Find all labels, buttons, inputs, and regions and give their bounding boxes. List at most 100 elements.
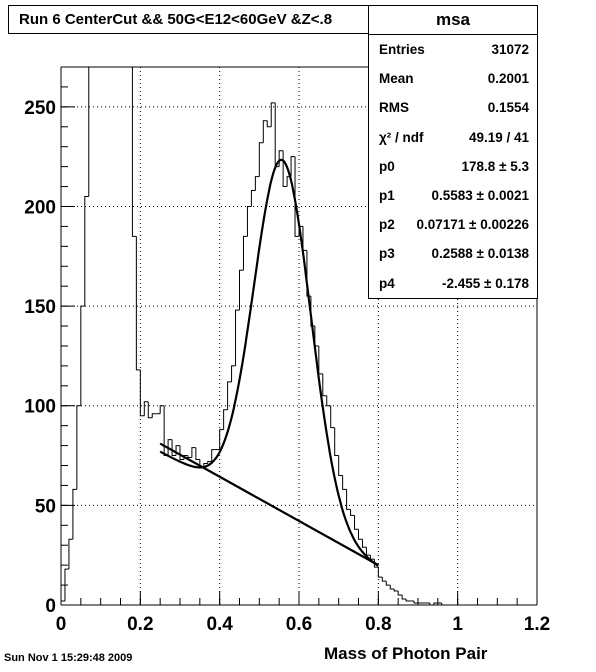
histogram-bin [231,365,236,382]
stats-label: p0 [379,158,395,174]
histogram-bin [254,176,260,191]
stats-value: 178.8 ± 5.3 [461,158,529,174]
histogram-bin [290,156,296,177]
stats-value: 0.07171 ± 0.00226 [416,217,529,233]
histogram-bin [322,373,327,397]
histogram-bin [88,66,93,197]
x-tick-label: 0.8 [365,614,391,635]
x-tick-label: 0.6 [286,614,312,635]
stats-value: 31072 [491,42,529,58]
histogram-bin [139,369,145,417]
histogram-bin [350,509,355,516]
background-line [159,442,379,567]
histogram-bin [302,226,307,251]
histogram-bin [242,235,248,271]
y-tick-label: 0 [45,596,56,617]
histogram-bin [179,445,184,461]
histogram-bin [147,401,153,419]
histogram-bin [76,405,81,490]
histogram-bin [187,455,192,459]
stats-row: p3 0.2588 ± 0.0138 [369,239,537,268]
histogram-bin [270,102,276,127]
stats-row: Mean 0.2001 [369,64,537,93]
histogram-bin [72,488,77,540]
y-tick-label: 50 [35,496,56,517]
histogram-bin [258,142,264,177]
x-tick-label: 0 [56,614,67,635]
histogram-bin [64,568,69,602]
histogram-bin [68,538,73,570]
stats-row: p1 0.5583 ± 0.0021 [369,181,537,210]
histogram-bin [266,120,272,128]
histogram-bin [191,447,196,458]
stats-value: 0.5583 ± 0.0021 [431,188,530,204]
histogram-bin [413,601,418,604]
stats-label: Mean [379,71,414,87]
histogram-bin [246,205,252,237]
y-tick-label: 250 [24,98,56,119]
stats-row: p0 178.8 ± 5.3 [369,152,537,181]
histogram-bin [60,600,65,605]
histogram-bin [310,296,315,327]
histogram-bin [274,102,280,168]
histogram-bin [369,555,375,560]
histogram-bin [262,120,268,143]
histogram-bin [358,529,363,540]
histogram-bin [385,581,391,586]
stats-label: p1 [379,188,395,204]
histogram-bin [381,577,387,582]
histogram-bin [334,427,339,457]
histogram-bin [361,539,367,548]
histogram-bin [250,190,256,207]
fit-curves [159,158,379,567]
stats-row: Entries 31072 [369,35,537,64]
y-tick-label: 150 [24,297,56,318]
histogram-bin [223,409,228,430]
histogram-bin [207,461,212,464]
histogram-bin [338,455,343,476]
histogram-bin [211,449,216,462]
chart-title: Run 6 CenterCut && 50G<E12<60GeV &Z<.8 [8,5,418,34]
histogram-bin [84,196,89,307]
y-tick-label: 100 [24,397,56,418]
histogram-bin [330,405,335,429]
stats-label: p3 [379,246,395,262]
histogram-bin [278,150,284,167]
stats-rows: Entries 31072 Mean 0.2001 RMS 0.1554 χ² / ndf 4… [369,35,537,298]
stats-label: p4 [379,275,395,291]
histogram-bin [80,305,85,406]
histogram-bin [282,150,288,188]
histogram-bin [131,67,137,237]
stats-label: χ² / ndf [379,129,424,145]
histogram-bin [159,405,165,414]
histogram-bin [433,602,438,605]
x-tick-label: 1 [452,614,463,635]
histogram-bin [167,439,173,456]
histogram-bin [227,381,232,410]
histogram-bin [235,309,240,366]
histogram-bin [183,455,188,460]
histogram-bin [219,429,224,450]
histogram-bin [195,447,200,461]
stats-row: χ² / ndf 49.19 / 41 [369,123,537,152]
histogram-bin [354,515,359,530]
histogram-bin [318,345,323,375]
stats-label: RMS [379,100,409,116]
histogram-bin [389,585,395,590]
stats-value: 0.2001 [487,71,529,87]
histogram-bin [401,595,407,600]
histogram-bin [171,439,177,457]
chart-title-text: Run 6 CenterCut && 50G<E12<60GeV &Z<.8 [19,11,333,28]
histogram-bin [377,567,383,578]
stats-row: RMS 0.1554 [369,93,537,122]
stats-value: -2.455 ± 0.178 [442,275,529,291]
stats-row: p2 0.07171 ± 0.00226 [369,210,537,239]
x-axis-label: Mass of Photon Pair [324,644,488,663]
histogram-bin [346,489,351,510]
histogram-bin [143,401,149,416]
stats-value: 0.2588 ± 0.0138 [431,246,530,262]
stats-box: msa Entries 31072 Mean 0.2001 RMS 0.1554 χ² / … [368,5,538,299]
histogram-bin [405,599,411,602]
histogram-bin [397,591,403,596]
fit-curve [159,158,379,567]
